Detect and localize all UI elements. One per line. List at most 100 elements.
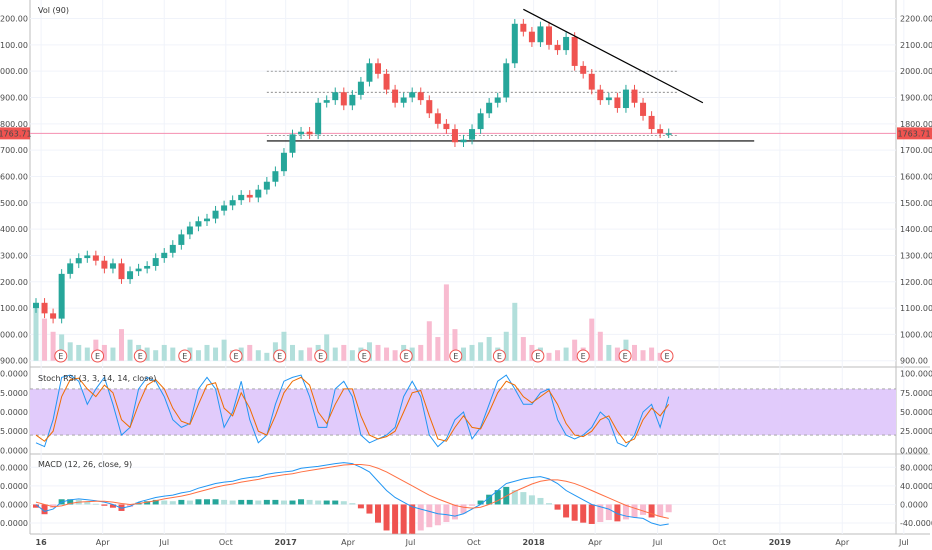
candle-body: [366, 63, 373, 82]
stoch-rsi-d-line: [35, 376, 670, 444]
x-tick-label: Apr: [588, 538, 603, 547]
volume-bar: [555, 350, 561, 361]
macd-histogram-bar: [494, 490, 501, 505]
candle-body: [375, 63, 381, 74]
macd-tick-right: 80.0000: [900, 463, 932, 472]
macd-histogram-bar: [657, 504, 664, 517]
candle-body: [537, 26, 544, 43]
macd-pane-title[interactable]: MACD (12, 26, close, 9): [38, 460, 132, 469]
price-tick-left: 1400.00: [0, 225, 28, 234]
macd-histogram-bar: [67, 499, 74, 505]
volume-bar: [76, 344, 82, 361]
volume-bar: [657, 352, 663, 361]
macd-histogram-bar: [323, 500, 330, 505]
macd-histogram-bar: [588, 504, 595, 524]
price-tick-right: 1500.00: [900, 199, 932, 208]
price-tick-right: 1900.00: [900, 94, 932, 103]
candle-body: [135, 268, 142, 272]
earnings-marker-label: E: [277, 352, 282, 361]
candle-body: [528, 31, 535, 43]
macd-histogram-bar: [426, 504, 433, 528]
macd-histogram-bar: [605, 504, 612, 521]
candle-body: [451, 129, 458, 143]
candle-body: [546, 26, 552, 45]
price-tick-left: 2200.00: [0, 15, 28, 24]
candle-body: [417, 92, 424, 101]
candle-body: [477, 113, 484, 130]
volume-bar: [67, 342, 73, 361]
macd-pane[interactable]: [30, 455, 896, 533]
volume-bar: [632, 344, 637, 361]
candle-body: [554, 44, 561, 51]
earnings-marker-label: E: [138, 352, 143, 361]
y-axis-labels: 2200.00 2200.00 2100.00 2100.00 2000.00 2000.…: [0, 15, 932, 529]
macd-tick-left: -40.0000: [0, 519, 28, 528]
candle-body: [306, 131, 313, 135]
macd-histogram-bar: [622, 504, 629, 520]
price-tick-right: 1000.00: [900, 330, 932, 339]
price-pane[interactable]: [30, 0, 896, 366]
volume-bar: [255, 350, 261, 361]
candle-body: [605, 97, 612, 101]
macd-tick-left: 80.0000: [0, 463, 28, 472]
price-tick-left: 1900.00: [0, 94, 28, 103]
macd-histogram-bar: [186, 500, 193, 505]
macd-histogram-bar: [546, 503, 552, 505]
volume-bar: [589, 318, 595, 361]
candle-body: [511, 23, 518, 64]
macd-histogram-bar: [460, 504, 467, 514]
volume-bar: [290, 344, 295, 361]
volume-bar: [195, 350, 201, 361]
macd-histogram-bar: [212, 499, 219, 505]
macd-histogram-bar: [366, 504, 373, 514]
x-tick-label: Oct: [219, 538, 233, 547]
macd-histogram-bar: [204, 499, 210, 505]
candle-body: [323, 100, 330, 103]
stoch-rsi-tick-right: 25.0000: [900, 427, 932, 436]
candle-body: [571, 36, 578, 66]
earnings-marker-label: E: [318, 352, 323, 361]
candle-body: [588, 73, 595, 90]
volume-bar: [144, 347, 150, 361]
earnings-marker-circle: [618, 349, 632, 363]
macd-histogram-bar: [84, 501, 91, 505]
candle-body: [426, 100, 433, 114]
volume-bar: [512, 302, 518, 361]
price-pane-title[interactable]: Vol (90): [38, 6, 69, 15]
volume-bar: [640, 350, 646, 361]
price-tick-left: 1500.00: [0, 199, 28, 208]
macd-histogram-bar: [127, 504, 134, 508]
volume-bar: [546, 352, 552, 361]
macd-histogram-bar: [238, 499, 245, 505]
earnings-marker-circle: [178, 349, 192, 363]
volume-bar: [478, 342, 484, 361]
volume-bar: [366, 342, 372, 361]
candle-body: [118, 263, 125, 280]
stoch-rsi-pane-title[interactable]: Stoch RSI (3, 3, 14, 14, close): [38, 374, 156, 383]
price-tick-right: 1800.00: [900, 120, 932, 129]
macd-histogram-bar: [289, 500, 296, 505]
candle-body: [357, 81, 364, 95]
price-candles: [33, 19, 672, 324]
volume-bar: [247, 344, 253, 361]
macd-histogram-bar: [486, 494, 493, 505]
volume-bar: [486, 337, 492, 361]
earnings-marker-label: E: [535, 352, 540, 361]
price-tick-left: 1800.00: [0, 120, 28, 129]
macd-histogram-bar: [520, 492, 527, 505]
earnings-marker-label: E: [58, 352, 63, 361]
earnings-marker-label: E: [623, 352, 628, 361]
stoch-rsi-tick-left: 75.0000: [0, 389, 28, 398]
candle-body: [127, 271, 134, 280]
macd-histogram-bar: [332, 500, 339, 505]
trendlines[interactable]: [523, 8, 704, 104]
volume-bar: [384, 347, 390, 361]
candle-body: [144, 265, 151, 269]
volume-bar: [392, 350, 398, 361]
macd-histogram-bar: [255, 500, 262, 505]
x-tick-label: Oct: [712, 538, 726, 547]
earnings-marker-circle: [91, 349, 105, 363]
volume-bar: [59, 334, 65, 361]
